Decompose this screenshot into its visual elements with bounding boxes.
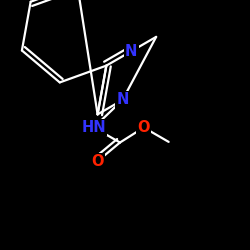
Text: O: O — [91, 154, 104, 169]
Text: N: N — [116, 92, 129, 108]
Text: HN: HN — [82, 120, 106, 135]
Text: N: N — [125, 44, 138, 59]
Text: O: O — [138, 120, 150, 135]
